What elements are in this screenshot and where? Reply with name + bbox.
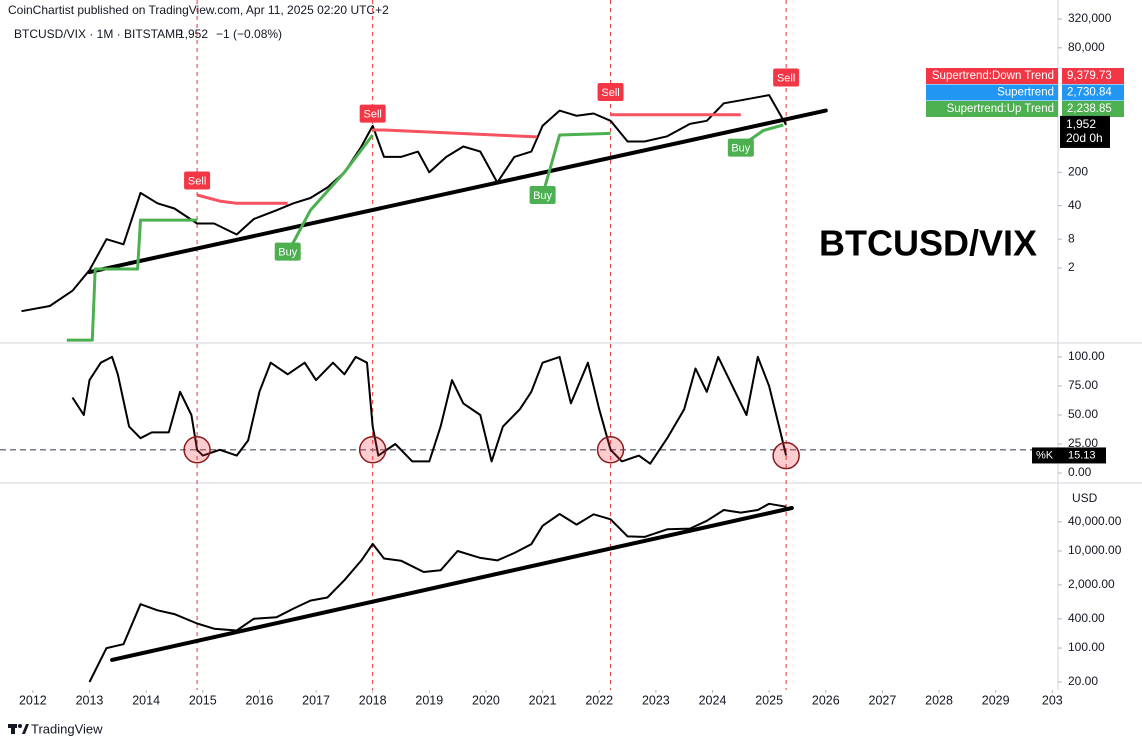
y-tick-label: 10,000.00 [1068,543,1122,557]
signal-label-text: Sell [188,175,206,187]
legend-tag-name: Supertrend:Down Trend [932,70,1054,82]
x-tick-label: 2021 [529,693,557,707]
y-tick-label: 40,000.00 [1068,514,1122,528]
legend-tag-value: 2,730.84 [1067,87,1112,99]
y-tick-label: 100.00 [1068,640,1105,654]
signal-circle [183,436,211,464]
unit-label: USD [1072,491,1098,505]
legend-tag-name-box [926,101,1058,117]
logo-shape [22,724,29,734]
trendline [110,505,794,662]
legend-tag-name-box [926,84,1058,101]
series-line [21,94,787,313]
signal-label-box [184,171,211,190]
x-tick-label: 2018 [359,693,387,707]
signal-label: Sell [359,104,386,123]
x-tick-label: 2017 [302,693,330,707]
y-tick-label: 0.00 [1068,465,1092,479]
x-tick-label: 203 [1042,693,1063,707]
legend-tag-name: Supertrend:Up Trend [947,103,1054,115]
legend-tag-value: 9,379.73 [1067,70,1112,82]
signal-label-text: Buy [731,142,750,154]
y-tick-label: 200 [1068,164,1088,178]
footer-brand: TradingView [31,721,103,736]
y-tick-label: 40 [1068,198,1082,212]
y-tick-label: 25.00 [1068,436,1098,450]
publisher: CoinChartist published on TradingView.co… [8,3,389,17]
x-tick-label: 2019 [415,693,443,707]
legend-tag-name: Supertrend [997,87,1054,99]
series-line [196,113,741,205]
signal-label: Buy [529,185,556,204]
legend-tag-value: 2,238.85 [1067,103,1112,115]
last-price: 1,952 [178,27,208,41]
y-tick-label: 400.00 [1068,611,1105,625]
watermark: BTCUSD/VIX [819,223,1037,264]
signal-label: Buy [274,242,301,261]
x-tick-label: 2014 [132,693,160,707]
x-tick-label: 2026 [812,693,840,707]
signal-label-box [727,138,754,157]
signal-label-text: Sell [601,87,619,99]
price-tag-countdown: 20d 0h [1066,131,1103,145]
signal-label-text: Sell [777,72,795,84]
legend-tag-value-box [1062,84,1124,101]
y-tick-label: 80,000 [1068,40,1105,54]
price-tag-value: 1,952 [1066,117,1096,131]
legend-tag-name-box [926,68,1058,84]
y-tick-label: 20.00 [1068,674,1098,688]
signal-label: Sell [597,83,624,102]
x-tick-label: 2028 [925,693,953,707]
y-tick-label: 50.00 [1068,407,1098,421]
signal-label: Sell [773,68,800,87]
signal-label-box [529,185,556,204]
y-tick-label: 75.00 [1068,378,1098,392]
signal-circle [772,441,800,470]
x-tick-label: 2023 [642,693,670,707]
series-line [88,502,787,683]
x-tick-label: 2022 [585,693,613,707]
series-line [71,355,788,465]
x-tick-label: 2013 [76,693,104,707]
signal-circle [596,436,625,464]
y-tick-label: 320,000 [1068,11,1112,25]
y-tick-label: 8 [1068,231,1075,245]
x-tick-label: 2027 [869,693,897,707]
change: −1 (−0.08%) [216,27,282,41]
x-tick-label: 2015 [189,693,217,707]
k-tag-box [1032,447,1106,464]
signal-label-box [597,83,624,102]
signal-label-text: Buy [533,190,552,202]
x-tick-label: 2012 [19,693,47,707]
price-tag-box [1060,115,1110,148]
series-line [66,123,784,342]
y-tick-label: 2,000.00 [1068,577,1115,591]
x-tick-label: 2020 [472,693,500,707]
legend-tag-value-box [1062,101,1124,117]
signal-label-box [773,68,800,87]
signal-label: Buy [727,138,754,157]
y-tick-label: 2 [1068,260,1075,274]
x-tick-label: 2025 [755,693,783,707]
logo-shape [11,724,15,734]
logo-shape [18,724,22,728]
x-tick-label: 2016 [245,693,273,707]
legend-tag-value-box [1062,68,1124,84]
signal-circle [358,436,387,464]
x-tick-label: 2024 [699,693,727,707]
y-tick-label: 100.00 [1068,349,1105,363]
signal-label-text: Sell [364,109,382,121]
x-tick-label: 2029 [982,693,1010,707]
signal-label-text: Buy [278,246,297,258]
k-tag-name: %K [1036,449,1054,461]
trendline [87,108,828,275]
signal-label-box [359,104,386,123]
signal-label: Sell [184,171,211,190]
logo [8,724,29,734]
k-tag-value: 15.13 [1068,449,1096,461]
symbol: BTCUSD/VIX · 1M · BITSTAMP [14,27,183,41]
signal-label-box [274,242,301,261]
